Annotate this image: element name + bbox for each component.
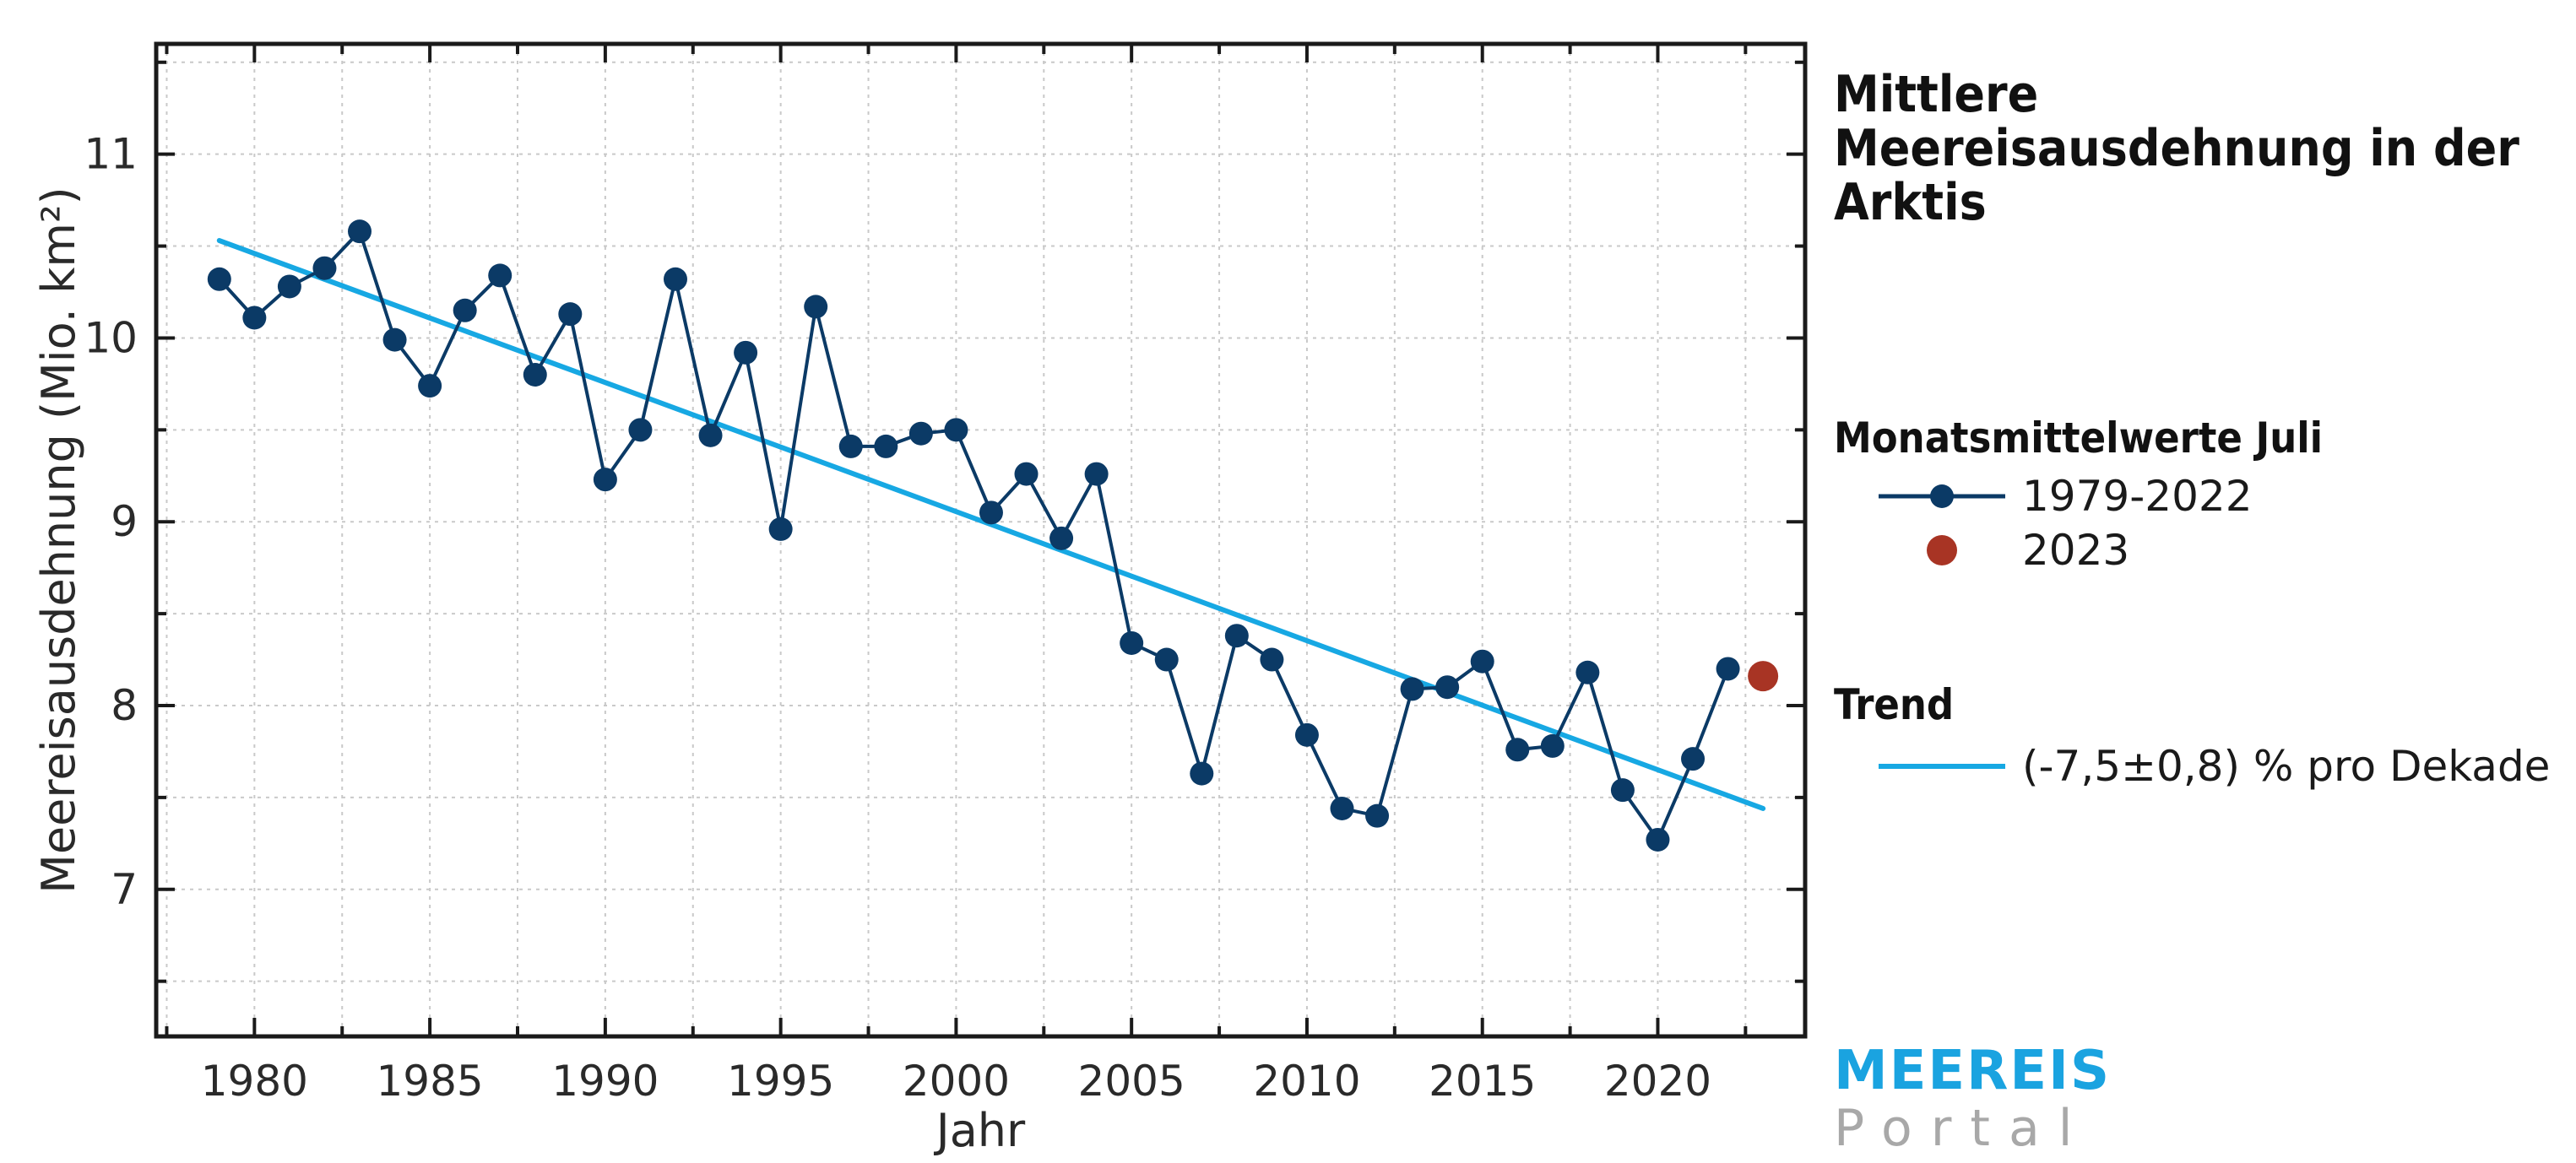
x-tick-label: 1990 bbox=[551, 1057, 659, 1106]
series-line-marker-icon bbox=[1879, 484, 2005, 508]
axis-ticks bbox=[156, 44, 1805, 1036]
legend-label-trend: (-7,5±0,8) % pro Dekade bbox=[2022, 742, 2551, 791]
data-point bbox=[348, 219, 372, 244]
data-point bbox=[1120, 630, 1144, 655]
legend-section-trend-title: Trend bbox=[1834, 680, 1955, 729]
x-tick-label: 1995 bbox=[727, 1057, 834, 1106]
trend-line bbox=[216, 238, 1766, 811]
data-point bbox=[1154, 647, 1179, 672]
data-point bbox=[1260, 647, 1284, 672]
data-point bbox=[488, 263, 512, 288]
data-point bbox=[1365, 803, 1390, 828]
y-axis-label: Meereisausdehnung (Mio. km²) bbox=[32, 187, 85, 893]
x-axis-label: Jahr bbox=[934, 1104, 1026, 1157]
data-point bbox=[1084, 462, 1109, 486]
data-point bbox=[734, 340, 758, 365]
data-point bbox=[908, 421, 933, 446]
data-point bbox=[1716, 657, 1740, 681]
data-point bbox=[453, 298, 477, 322]
data-point bbox=[663, 267, 687, 291]
data-point bbox=[1330, 796, 1354, 820]
data-point bbox=[277, 274, 301, 299]
legend-entry-series: 1979-2022 bbox=[1879, 471, 2253, 522]
data-point bbox=[944, 418, 968, 442]
grid bbox=[156, 44, 1805, 1036]
data-point bbox=[979, 500, 1003, 525]
data-point bbox=[1400, 677, 1424, 701]
y-tick-label: 7 bbox=[111, 865, 138, 914]
legend-section-series-title: Monatsmittelwerte Juli bbox=[1834, 414, 2324, 462]
data-point bbox=[1049, 526, 1074, 550]
data-point bbox=[207, 267, 231, 291]
data-point bbox=[838, 434, 863, 458]
data-point bbox=[698, 423, 723, 447]
x-tick-label: 1985 bbox=[376, 1057, 483, 1106]
trend-layer bbox=[216, 238, 1766, 811]
x-tick-label: 2010 bbox=[1253, 1057, 1360, 1106]
data-point bbox=[558, 302, 583, 327]
legend-entry-trend: (-7,5±0,8) % pro Dekade bbox=[1879, 741, 2550, 792]
data-point bbox=[628, 418, 653, 442]
data-point bbox=[312, 256, 337, 280]
data-point bbox=[1681, 747, 1706, 771]
data-point bbox=[1540, 733, 1565, 758]
data-point bbox=[1575, 660, 1600, 684]
x-tick-label: 2020 bbox=[1604, 1057, 1711, 1106]
tick-labels: 1980 1985 1990 1995 2000 2005 2010 2015 2020 7 8 9 1… bbox=[84, 130, 1711, 1106]
legend-entry-highlight: 2023 bbox=[1879, 525, 2129, 576]
y-tick-label: 8 bbox=[111, 681, 138, 730]
data-point bbox=[874, 434, 898, 458]
logo-meereis: MEEREIS bbox=[1834, 1040, 2112, 1102]
data-point bbox=[1224, 624, 1249, 648]
x-tick-label: 2005 bbox=[1078, 1057, 1185, 1106]
data-point bbox=[1505, 738, 1530, 762]
data-point bbox=[593, 468, 617, 492]
data-point bbox=[1190, 761, 1214, 786]
highlight-point-2023 bbox=[1748, 661, 1779, 692]
data-point bbox=[804, 295, 828, 319]
chart-title: Mittlere Meereisausdehnung in der Arktis bbox=[1834, 65, 2519, 232]
plot-frame bbox=[154, 41, 1808, 1039]
x-tick-label: 1980 bbox=[201, 1057, 308, 1106]
y-tick-label: 9 bbox=[111, 497, 138, 546]
y-tick-label: 10 bbox=[84, 313, 138, 362]
series-layer bbox=[207, 219, 1779, 852]
data-point bbox=[768, 517, 793, 541]
data-point bbox=[1014, 462, 1039, 486]
data-point bbox=[1435, 675, 1460, 700]
y-tick-label: 11 bbox=[84, 130, 138, 179]
data-point bbox=[523, 363, 547, 387]
trend-line-icon bbox=[1879, 764, 2005, 769]
legend-label-highlight: 2023 bbox=[2022, 526, 2130, 575]
data-point bbox=[1470, 649, 1494, 673]
legend-label-series: 1979-2022 bbox=[2022, 472, 2253, 521]
data-point bbox=[382, 327, 407, 352]
data-point bbox=[1646, 827, 1670, 852]
data-point bbox=[1610, 778, 1635, 803]
x-tick-label: 2015 bbox=[1429, 1057, 1536, 1106]
highlight-dot-icon bbox=[1927, 535, 1957, 565]
data-point bbox=[418, 374, 442, 398]
data-point bbox=[1294, 722, 1319, 747]
data-point bbox=[242, 306, 267, 330]
x-tick-label: 2000 bbox=[903, 1057, 1010, 1106]
logo-portal: Portal bbox=[1834, 1099, 2091, 1158]
